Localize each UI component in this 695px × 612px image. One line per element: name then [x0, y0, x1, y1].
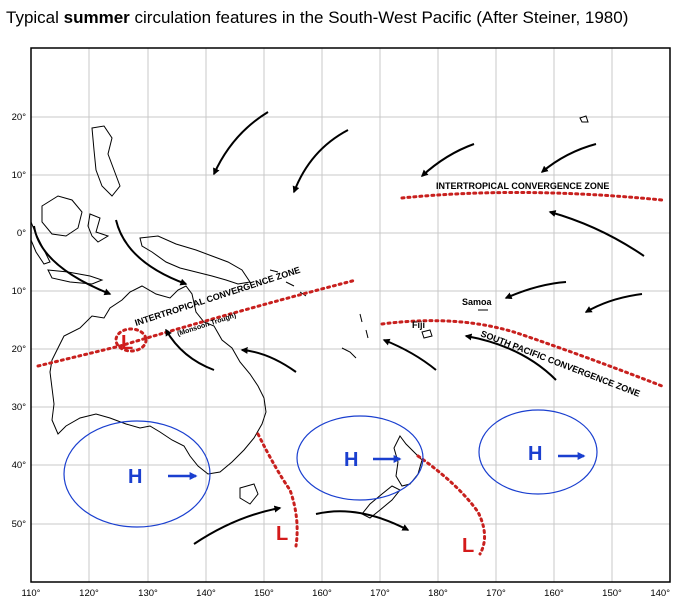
australia-outline: [49, 285, 267, 475]
high-pressure-label: H: [528, 443, 542, 465]
tasmania-outline: [239, 483, 259, 505]
wind-arrow: [193, 505, 282, 545]
lat-label: 30°: [12, 402, 27, 413]
itcz-west-line: [36, 278, 358, 368]
high-pressure-ellipse: [63, 420, 211, 528]
spcz-label: SOUTH PACIFIC CONVERGENCE ZONE: [479, 329, 641, 399]
vanuatu: [359, 313, 369, 339]
wind-arrow: [292, 129, 349, 194]
samoa-label: Samoa: [462, 297, 493, 307]
lon-label: 150°: [602, 588, 622, 599]
lon-label: 130°: [138, 588, 158, 599]
wind-arrow: [115, 219, 188, 286]
lon-label: 110°: [22, 588, 41, 599]
wind-arrow: [315, 510, 410, 531]
wind-arrow: [548, 210, 645, 257]
wind-arrow: [540, 143, 597, 173]
low-pressure-label: L: [121, 332, 133, 354]
lat-label: 20°: [12, 344, 27, 355]
low-pressure-markers: L L L: [121, 332, 474, 557]
high-pressure-cells: H H H: [63, 409, 598, 528]
wind-arrow: [240, 346, 297, 373]
itcz-east-line: [400, 190, 664, 202]
lat-label: 50°: [12, 519, 27, 530]
fiji-islands: [421, 329, 433, 339]
lon-label: 160°: [544, 588, 564, 599]
monsoon-trough-label: (Monsoon Trough): [176, 312, 237, 338]
wind-arrow: [584, 293, 643, 313]
solomon-islands: [269, 269, 307, 297]
high-pressure-ellipse: [296, 415, 424, 501]
itcz-east-label: INTERTROPICAL CONVERGENCE ZONE: [436, 181, 609, 191]
wind-arrow: [464, 333, 557, 381]
wind-arrow: [213, 111, 269, 176]
lon-label: 180°: [428, 588, 448, 599]
philippines-outline: [91, 125, 121, 197]
high-pressure-ellipse: [478, 409, 598, 495]
high-pressure-label: H: [344, 449, 358, 471]
lon-label: 170°: [370, 588, 390, 599]
low-pressure-label: L: [276, 523, 288, 545]
trough-east-line: [416, 454, 486, 556]
wind-arrow: [420, 143, 475, 177]
longitude-labels: 110° 120° 130° 140° 150° 160° 170° 180° …: [22, 588, 671, 599]
lat-label: 10°: [12, 170, 27, 181]
convergence-zones: [36, 190, 664, 556]
high-pressure-label: H: [128, 466, 142, 488]
wind-arrow: [165, 328, 215, 371]
lat-label: 10°: [12, 286, 27, 297]
fiji-label: Fiji: [412, 320, 425, 330]
graticule: [31, 48, 670, 582]
new-caledonia: [341, 347, 357, 359]
map-frame: [30, 47, 671, 583]
lat-label: 0°: [17, 228, 26, 239]
map-title: Typical summer circulation features in t…: [6, 8, 629, 27]
wind-arrow: [33, 225, 112, 296]
lat-label: 20°: [12, 112, 27, 123]
lon-label: 120°: [79, 588, 99, 599]
trough-west-line: [256, 432, 299, 548]
lon-label: 140°: [650, 588, 670, 599]
lat-label: 40°: [12, 460, 27, 471]
new-zealand-north-outline: [393, 435, 423, 487]
borneo-outline: [41, 195, 83, 237]
lon-label: 140°: [196, 588, 216, 599]
wind-arrow: [504, 281, 567, 299]
lon-label: 150°: [254, 588, 274, 599]
lon-label: 170°: [486, 588, 506, 599]
latitude-labels: 20° 10° 0° 10° 20° 30° 40° 50°: [12, 112, 27, 530]
java-outline: [47, 269, 104, 285]
wind-arrows: [33, 111, 645, 545]
hawaii-islands: [579, 115, 589, 123]
new-guinea-outline: [139, 235, 251, 285]
heat-low-circle: [114, 327, 148, 353]
landmasses: [30, 115, 589, 519]
sulawesi-outline: [87, 213, 110, 243]
new-zealand-south-outline: [361, 485, 401, 519]
wind-arrow: [382, 338, 437, 371]
lon-label: 160°: [312, 588, 332, 599]
low-pressure-label: L: [462, 535, 474, 557]
spcz-line: [380, 319, 664, 388]
